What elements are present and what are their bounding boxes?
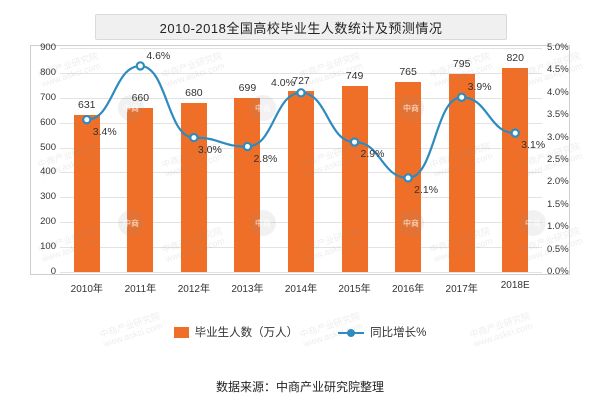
chart-legend: 毕业生人数（万人） 同比增长% (0, 322, 600, 342)
y-axis-left-tick: 100 (40, 241, 56, 253)
y-axis-left: 0 100 200 300 400 500 600 700 800 900 (22, 42, 56, 277)
legend-item-line[interactable]: 同比增长% (338, 324, 426, 340)
x-axis-tick: 2012年 (177, 284, 210, 295)
bar[interactable] (234, 98, 261, 272)
bar[interactable] (288, 91, 314, 272)
y-axis-right-tick: 3.0% (547, 131, 569, 143)
y-axis-right-tick: 1.5% (547, 198, 569, 210)
legend-line-label: 同比增长% (370, 327, 427, 339)
legend-line-swatch (338, 327, 365, 338)
y-axis-left-tick: 500 (40, 141, 56, 153)
source-note: 数据来源：中商产业研究院整理 (215, 380, 384, 394)
x-axis-tick: 2011年 (124, 284, 157, 295)
bar-value-label: 749 (345, 69, 364, 82)
bar[interactable] (341, 85, 368, 272)
legend-bar-label: 毕业生人数（万人） (194, 327, 299, 339)
growth-value-label: 3.1% (521, 139, 546, 152)
y-axis-left-tick: 400 (40, 166, 56, 178)
bar-value-label: 699 (238, 82, 257, 95)
x-axis-tick: 2010年 (70, 284, 103, 295)
x-axis-tick: 2014年 (284, 284, 318, 295)
y-axis-left-tick: 900 (40, 42, 56, 53)
y-axis-right-tick: 0.5% (547, 243, 569, 255)
legend-item-bar[interactable]: 毕业生人数（万人） (173, 324, 299, 340)
y-axis-right-tick: 0.0% (547, 266, 569, 277)
gridline (60, 272, 542, 273)
growth-value-label: 2.1% (414, 183, 439, 196)
legend-bar-swatch (173, 326, 189, 338)
growth-value-label: 2.8% (253, 152, 278, 165)
y-axis-left-tick: 300 (40, 191, 56, 203)
bar[interactable] (448, 74, 475, 272)
growth-value-label: 4.6% (146, 49, 171, 62)
growth-value-label: 3.4% (92, 125, 117, 138)
growth-value-label: 2.9% (360, 148, 385, 161)
x-axis-tick: 2015年 (338, 284, 371, 295)
bar[interactable] (73, 114, 100, 272)
x-axis-tick: 2018E (500, 280, 530, 291)
y-axis-right-tick: 2.5% (547, 154, 569, 165)
bar-value-label: 631 (78, 98, 96, 111)
x-axis-tick: 2013年 (231, 284, 264, 295)
chart-title-text: 2010-2018全国高校毕业生人数统计及预测情况 (159, 20, 443, 36)
y-axis-left-tick: 600 (40, 116, 56, 128)
growth-value-label: 3.0% (197, 143, 222, 156)
y-axis-right-tick: 2.0% (547, 176, 569, 188)
y-axis-right: 0.0% 0.5% 1.0% 1.5% 2.0% 2.5% 3.0% 3.5% 4.0% 4.5%… (547, 42, 587, 277)
y-axis-right-tick: 1.0% (547, 221, 569, 233)
bar[interactable] (127, 107, 154, 272)
bar-value-label: 680 (185, 86, 203, 99)
bar[interactable] (502, 67, 529, 272)
y-axis-right-tick: 3.5% (547, 109, 569, 121)
growth-value-label: 4.0% (271, 76, 295, 89)
bar-value-label: 820 (506, 51, 524, 64)
bar-value-label: 660 (131, 91, 150, 104)
y-axis-left-tick: 700 (40, 91, 56, 103)
y-axis-right-tick: 4.0% (547, 86, 569, 98)
y-axis-left-tick: 200 (40, 216, 56, 228)
bar[interactable] (180, 102, 207, 272)
y-axis-right-tick: 4.5% (547, 64, 569, 76)
y-axis-left-tick: 800 (40, 66, 56, 78)
gridline (60, 48, 542, 49)
bar-value-label: 765 (399, 65, 417, 78)
bar-value-label: 795 (452, 58, 471, 71)
y-axis-left-tick: 0 (50, 266, 56, 277)
y-axis-right-tick: 5.0% (547, 42, 569, 53)
growth-value-label: 3.9% (467, 81, 492, 94)
x-axis-tick: 2017年 (445, 284, 478, 295)
chart-title: 2010-2018全国高校毕业生人数统计及预测情况 (95, 14, 507, 40)
x-axis-tick: 2016年 (391, 284, 425, 295)
bar[interactable] (395, 81, 422, 272)
